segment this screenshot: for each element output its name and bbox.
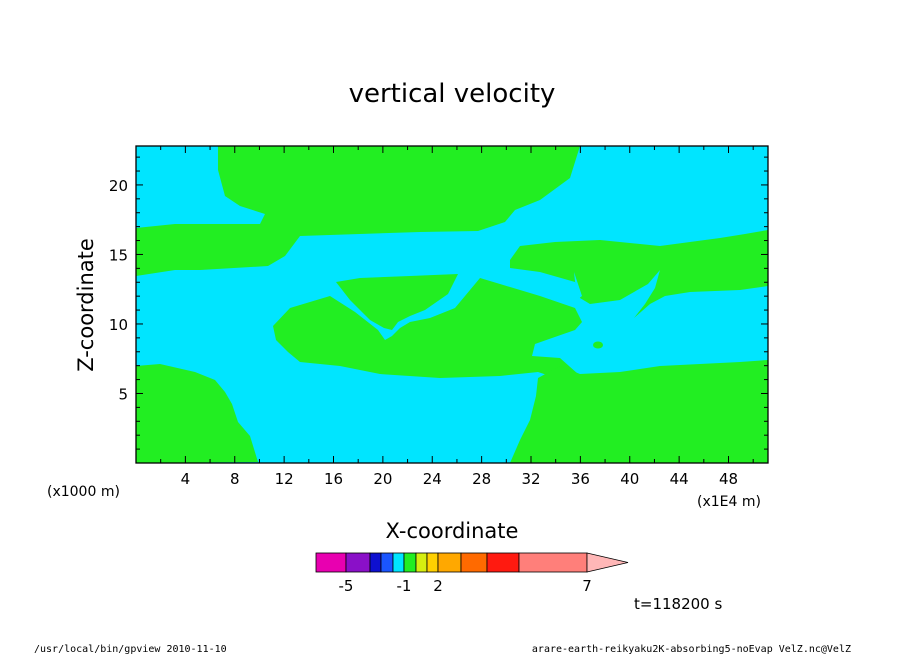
- region-positive-triangle: [336, 274, 458, 330]
- colorbar-cell: [403, 552, 417, 573]
- x-tick-label: 28: [472, 470, 491, 488]
- x-tick-label: 8: [230, 470, 240, 488]
- x-tick-label: 44: [670, 470, 689, 488]
- x-tick-label: 20: [373, 470, 392, 488]
- x-tick-label: 48: [719, 470, 738, 488]
- colorbar-cell: [460, 552, 488, 573]
- colorbar-arrow: [586, 552, 629, 573]
- y-tick-label: 20: [109, 177, 128, 195]
- y-tick-label: 15: [109, 246, 128, 264]
- x-tick-label: 40: [620, 470, 639, 488]
- x-tick-label: 4: [181, 470, 191, 488]
- x-tick-label: 36: [571, 470, 590, 488]
- x-tick-label: 12: [275, 470, 294, 488]
- contour-regions: [136, 146, 768, 463]
- colorbar-cell: [345, 552, 371, 573]
- colorbar-label: 7: [582, 577, 592, 595]
- y-ticks: 5 10 15 20: [109, 156, 768, 450]
- colorbar-cell: [315, 552, 347, 573]
- x-unit-right: (x1E4 m): [697, 494, 761, 510]
- y-axis-label: Z-coordinate: [74, 238, 98, 372]
- colorbar: -5 -1 2 7: [315, 552, 629, 595]
- region-positive-right: [510, 230, 768, 318]
- y-tick-label: 10: [109, 316, 128, 334]
- colorbar-cell: [437, 552, 462, 573]
- colorbar-cell: [415, 552, 428, 573]
- x-tick-label: 16: [324, 470, 343, 488]
- x-tick-label: 32: [521, 470, 540, 488]
- colorbar-cell: [486, 552, 520, 573]
- x-ticks: 4 8 12 16 20 24 28 32 36 40 44 48: [160, 146, 754, 488]
- footer-right: arare-earth-reikyaku2K-absorbing5-noEvap…: [532, 644, 851, 654]
- region-positive-center: [273, 278, 582, 378]
- region-positive-dot: [593, 341, 603, 349]
- time-label: t=118200 s: [634, 595, 722, 613]
- colorbar-cell: [426, 552, 439, 573]
- colorbar-cell: [369, 552, 382, 573]
- colorbar-cell: [380, 552, 394, 573]
- region-positive-spike: [574, 272, 582, 300]
- colorbar-cell: [518, 552, 588, 573]
- x-tick-label: 24: [423, 470, 442, 488]
- region-positive-top-left: [136, 146, 580, 276]
- colorbar-label: 2: [433, 577, 443, 595]
- colorbar-label: -5: [339, 577, 354, 595]
- x-unit-left: (x1000 m): [47, 484, 120, 500]
- x-axis-label: X-coordinate: [386, 519, 519, 543]
- footer-left: /usr/local/bin/gpview 2010-11-10: [34, 644, 227, 654]
- y-tick-label: 5: [118, 385, 128, 403]
- colorbar-cell: [392, 552, 405, 573]
- plot-frame: [135, 145, 769, 464]
- region-positive-bottom-left: [136, 364, 258, 463]
- region-positive-bottom-right: [510, 360, 768, 463]
- colorbar-label: -1: [397, 577, 412, 595]
- chart-title: vertical velocity: [349, 79, 556, 109]
